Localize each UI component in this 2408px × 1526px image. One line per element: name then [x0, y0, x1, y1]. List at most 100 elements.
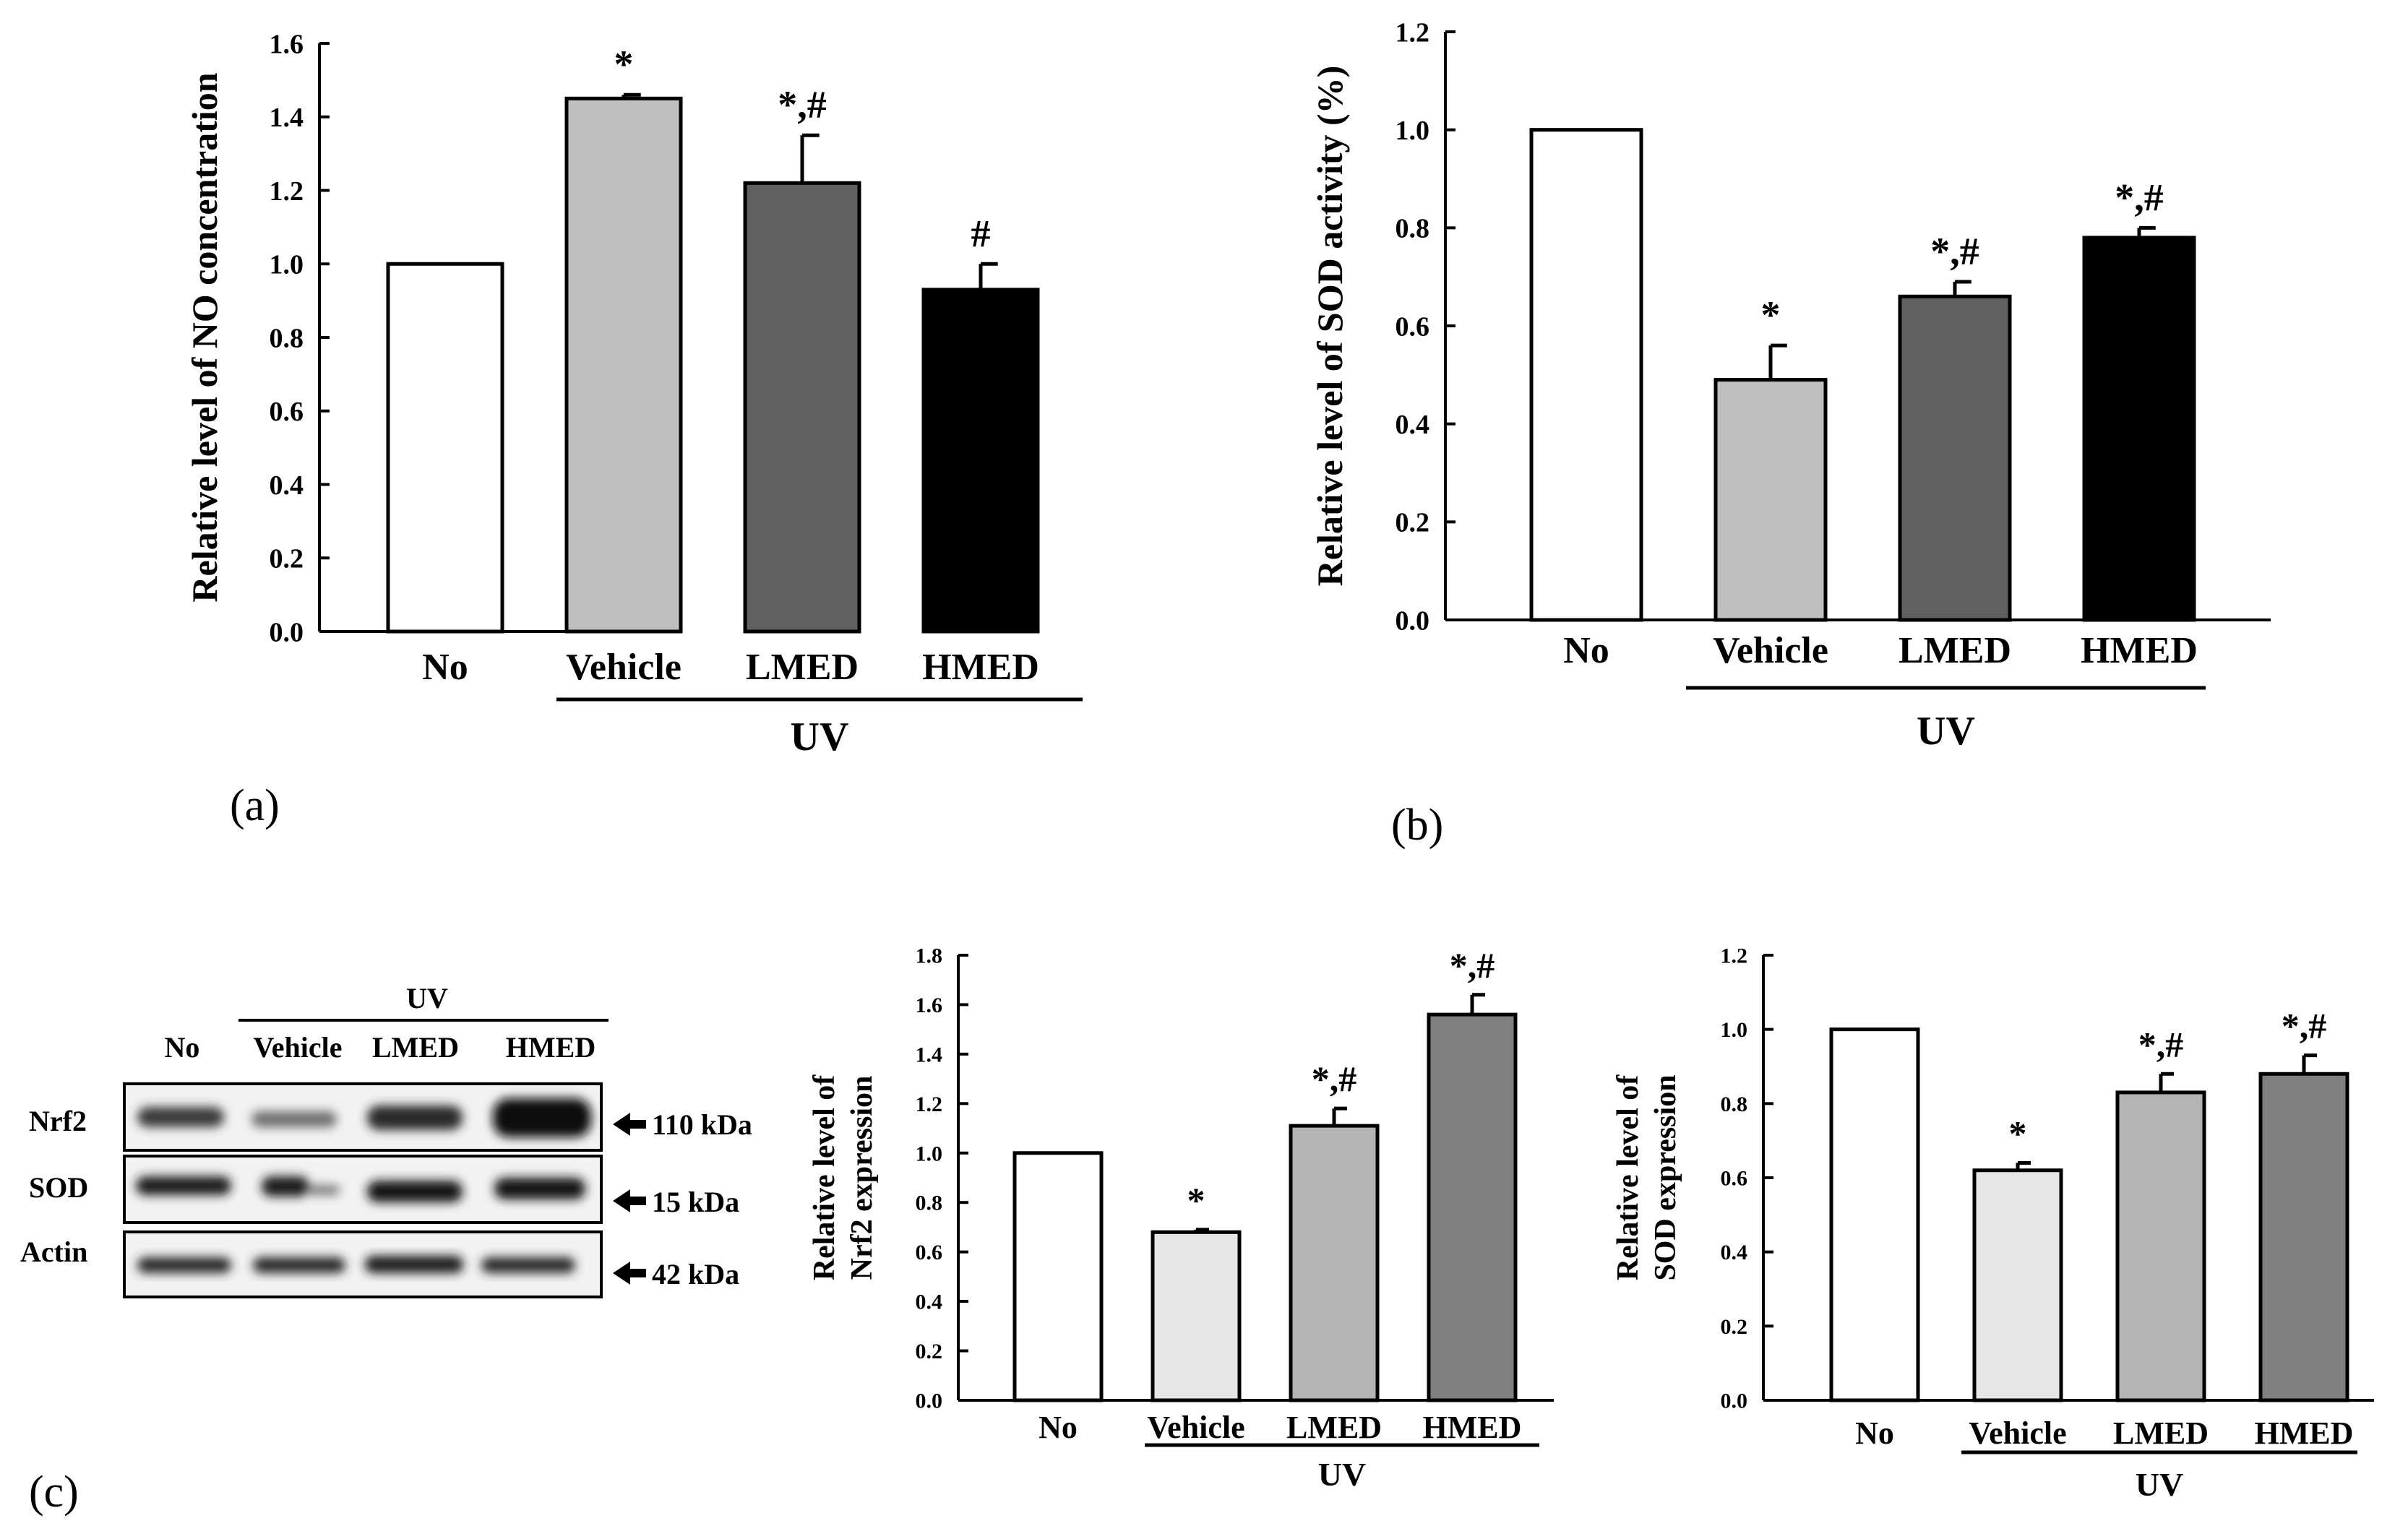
y-tick-label: 0.6 [916, 1241, 943, 1264]
blot-row-label: SOD [29, 1171, 88, 1204]
bar [1829, 1027, 1920, 1402]
category-label: Vehicle [1147, 1410, 1244, 1445]
bar [921, 288, 1040, 634]
y-axis-label: SOD expression [1649, 1074, 1682, 1280]
y-tick-label: 0.4 [1721, 1241, 1748, 1264]
group-label: UV [1318, 1456, 1366, 1493]
category-label: LMED [746, 647, 859, 688]
category-label: Vehicle [1969, 1415, 2066, 1451]
y-tick-label: 0.2 [916, 1340, 943, 1363]
blot-group-label: UV [406, 982, 448, 1014]
category-label: Vehicle [566, 647, 681, 688]
blot-lane-label: Vehicle [254, 1031, 343, 1064]
blot-lane-label: HMED [506, 1031, 595, 1064]
y-tick-label: 0.2 [1396, 508, 1430, 538]
blot-bands [137, 1098, 591, 1137]
panel-label-c: (c) [29, 1467, 79, 1517]
category-label: LMED [1286, 1410, 1382, 1445]
y-tick-label: 1.4 [270, 103, 304, 133]
blot-bands [136, 1176, 585, 1202]
blot-size-label: 15 kDa [652, 1186, 739, 1218]
arrow-icon [613, 1113, 646, 1136]
chart-sod-expression: 0.0 0.2 0.4 0.6 0.8 1.0 1.2 Relative level of SO… [1612, 944, 2374, 1503]
y-tick-label: 0.2 [270, 544, 304, 574]
significance-mark: *,# [1312, 1059, 1357, 1099]
y-tick-label: 0.4 [270, 470, 304, 501]
category-label: No [1039, 1410, 1078, 1445]
significance-mark: * [614, 43, 634, 86]
significance-mark: * [2009, 1113, 2027, 1153]
blot-size-label: 110 kDa [652, 1108, 752, 1141]
significance-mark: *,# [778, 83, 827, 126]
y-tick-label: 1.6 [270, 29, 304, 59]
y-tick-label: 0.0 [1721, 1389, 1748, 1413]
bar [743, 181, 861, 634]
arrow-icon [613, 1189, 646, 1212]
category-label: No [1855, 1415, 1894, 1451]
blot-lane-label: LMED [372, 1031, 459, 1064]
y-tick-label: 1.0 [270, 250, 304, 280]
y-tick-label: 0.8 [270, 323, 304, 353]
bar [1151, 1230, 1242, 1402]
y-tick-label: 1.0 [916, 1142, 943, 1165]
chart-sod-activity: 0.0 0.2 0.4 0.6 0.8 1.0 1.2 Relative level of S… [1310, 17, 2271, 754]
y-tick-label: 0.4 [916, 1290, 943, 1314]
y-tick-label: 0.0 [916, 1389, 943, 1413]
panel-label-a: (a) [230, 781, 280, 830]
category-label: No [422, 647, 468, 688]
y-tick-label: 1.8 [916, 944, 943, 968]
group-label: UV [2136, 1466, 2183, 1503]
blot-row-label: Actin [20, 1236, 87, 1268]
y-tick-label: 0.0 [1396, 605, 1430, 636]
chart-no-concentration: 0.0 0.2 0.4 0.6 0.8 1.0 1.2 1.4 1.6 Relative leve… [184, 29, 1083, 759]
y-tick-label: 1.2 [1721, 944, 1748, 968]
y-tick-label: 0.8 [1721, 1092, 1748, 1116]
category-label: HMED [2255, 1415, 2354, 1451]
y-tick-label: 0.0 [270, 617, 304, 647]
category-label: LMED [1899, 630, 2011, 671]
category-label: LMED [2113, 1415, 2209, 1451]
chart-nrf2-expression: 0.0 0.2 0.4 0.6 0.8 1.0 1.2 1.4 1.6 1.8 Relative l… [808, 944, 1554, 1493]
bar [1427, 1012, 1518, 1402]
bar [2258, 1072, 2349, 1402]
y-axis-label: Relative level of SOD activity (%) [1310, 66, 1350, 587]
significance-mark: *,# [1450, 945, 1495, 986]
y-tick-label: 0.4 [1396, 410, 1430, 440]
bar [2115, 1090, 2206, 1402]
y-axis-label: Relative level of [808, 1074, 841, 1281]
y-axis-label: Relative level of NO concentration [184, 72, 225, 602]
y-tick-label: 1.6 [916, 993, 943, 1017]
blot-bands [137, 1256, 575, 1273]
group-label: UV [1917, 709, 1975, 754]
y-tick-label: 0.8 [916, 1191, 943, 1215]
significance-mark: * [1761, 293, 1781, 337]
bar [1012, 1151, 1104, 1402]
y-tick-label: 1.2 [1396, 17, 1430, 48]
bar [1713, 378, 1828, 622]
significance-mark: # [971, 212, 991, 255]
category-label: HMED [922, 647, 1039, 688]
blot-row-label: Nrf2 [29, 1105, 87, 1137]
blot-lane-label: No [165, 1031, 200, 1064]
significance-mark: *,# [1930, 230, 1979, 273]
category-label: HMED [1423, 1410, 1522, 1445]
bar [386, 262, 504, 634]
bar [1529, 128, 1643, 622]
bar [2082, 236, 2196, 622]
category-label: No [1563, 630, 1609, 671]
y-tick-label: 0.6 [1396, 311, 1430, 342]
bar [1898, 294, 2012, 622]
y-tick-label: 0.2 [1721, 1315, 1748, 1339]
bar [564, 96, 683, 634]
y-tick-label: 1.0 [1721, 1018, 1748, 1042]
group-label: UV [791, 715, 849, 759]
bar [1289, 1124, 1380, 1402]
western-blot: UV No Vehicle LMED HMED Nrf2 110 kDa SOD… [20, 982, 752, 1298]
blot-size-label: 42 kDa [652, 1258, 739, 1290]
y-tick-label: 1.2 [270, 176, 304, 207]
significance-mark: *,# [2138, 1024, 2184, 1064]
y-tick-label: 0.6 [270, 397, 304, 427]
y-tick-label: 1.0 [1396, 116, 1430, 146]
bar [1972, 1168, 2063, 1402]
